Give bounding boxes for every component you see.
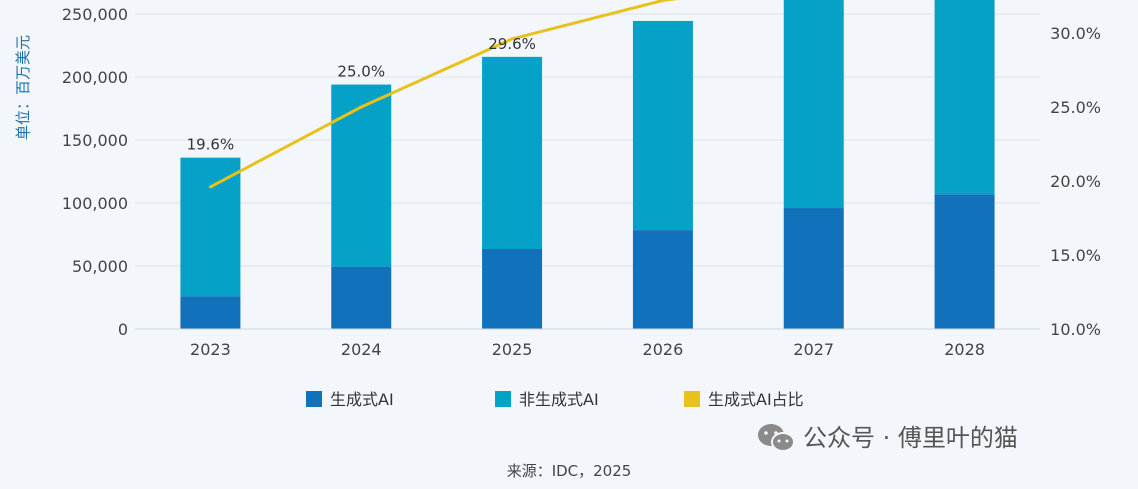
bar-segment — [331, 84, 392, 267]
line-point — [510, 37, 514, 41]
y2-tick-label: 20.0% — [1050, 172, 1101, 191]
share-line — [209, 0, 679, 189]
line-point — [359, 105, 363, 109]
y2-tick-label: 30.0% — [1050, 24, 1101, 43]
source-label: 来源：IDC，2025 — [507, 462, 632, 480]
data-labels: 19.6% 25.0% 29.6% — [187, 35, 536, 154]
y-tick-label: 150,000 — [62, 131, 128, 150]
legend-label: 非生成式AI — [519, 390, 599, 409]
grid — [135, 13, 1040, 267]
data-label: 25.0% — [337, 63, 385, 81]
y-tick-label: 50,000 — [72, 257, 128, 276]
y-tick-label: 200,000 — [62, 68, 128, 87]
x-tick-label: 2027 — [793, 340, 834, 359]
watermark: 公众号 · 傅里叶的猫 — [758, 424, 1018, 452]
legend-swatch — [306, 391, 322, 407]
bar-segment — [934, 0, 995, 195]
y-tick-label: 250,000 — [62, 5, 128, 24]
bar-segment — [632, 20, 693, 231]
bar-segment — [180, 157, 241, 297]
wechat-icon — [758, 424, 795, 452]
x-tick-label: 2025 — [492, 340, 533, 359]
legend-item: 生成式AI — [306, 390, 394, 409]
x-tick-label: 2028 — [944, 340, 985, 359]
legend-swatch — [495, 391, 511, 407]
legend-label: 生成式AI — [330, 390, 394, 409]
x-tick-label: 2026 — [643, 340, 684, 359]
x-tick-label: 2024 — [341, 340, 382, 359]
bar-segment — [180, 296, 241, 329]
y2-tick-label: 10.0% — [1050, 320, 1101, 339]
x-tick-label: 2023 — [190, 340, 231, 359]
legend: 生成式AI 非生成式AI 生成式AI占比 — [306, 390, 804, 409]
bar-segment — [934, 194, 995, 329]
data-label: 19.6% — [187, 136, 235, 154]
legend-swatch — [684, 391, 700, 407]
bars — [180, 0, 995, 329]
legend-label: 生成式AI占比 — [708, 390, 804, 409]
y2-tick-label: 15.0% — [1050, 246, 1101, 265]
axes: 0 50,000 100,000 150,000 200,000 250,000 10.0%… — [62, 5, 1101, 359]
line-point — [661, 0, 665, 2]
bar-segment — [783, 208, 844, 329]
watermark-text: 公众号 · 傅里叶的猫 — [803, 424, 1018, 452]
y2-tick-label: 25.0% — [1050, 98, 1101, 117]
bar-segment — [783, 0, 844, 209]
bar-segment — [482, 248, 543, 329]
data-label: 29.6% — [488, 35, 536, 53]
y-tick-label: 0 — [118, 320, 128, 339]
legend-item: 非生成式AI — [495, 390, 599, 409]
bar-segment — [482, 56, 543, 249]
line-point — [208, 185, 212, 189]
line-series — [208, 0, 679, 189]
y-tick-label: 100,000 — [62, 194, 128, 213]
bar-segment — [331, 266, 392, 329]
bar-segment — [632, 230, 693, 329]
y-axis-unit-label: 单位：百万美元 — [14, 35, 32, 140]
legend-item: 生成式AI占比 — [684, 390, 804, 409]
